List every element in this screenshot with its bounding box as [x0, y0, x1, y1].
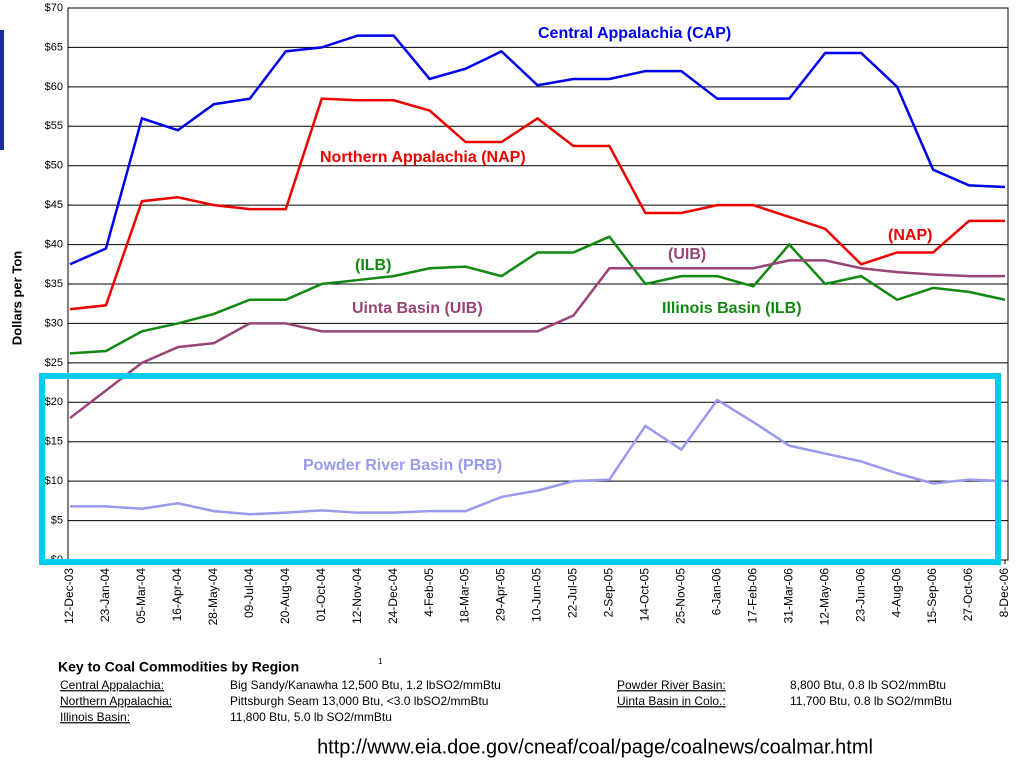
y-tick-label: $35 — [45, 278, 63, 290]
key-title: Key to Coal Commodities by Region — [58, 659, 299, 675]
y-tick-label: $15 — [45, 436, 63, 448]
x-tick-label: 10-Jun-05 — [530, 568, 544, 622]
x-tick-label: 22-Jul-05 — [566, 568, 580, 618]
y-tick-label: $70 — [45, 2, 63, 14]
key-name: Central Appalachia: — [60, 678, 164, 692]
x-tick-label: 18-Mar-05 — [458, 568, 472, 624]
x-tick-label: 05-Mar-04 — [134, 568, 148, 624]
x-tick-label: 12-Nov-04 — [350, 568, 364, 624]
series-line — [70, 398, 1006, 516]
key-name: Northern Appalachia: — [60, 694, 172, 708]
x-tick-label: 8-Dec-06 — [997, 568, 1011, 618]
series-line — [69, 34, 1006, 266]
y-tick-label: $10 — [45, 475, 63, 487]
series-label: Illinois Basin (ILB) — [662, 300, 802, 317]
x-tick-label: 4-Aug-06 — [889, 568, 903, 618]
annotation: (UIB) — [668, 246, 706, 263]
key-spec: 11,700 Btu, 0.8 lb SO2/mmBtu — [790, 694, 952, 708]
key-name: Powder River Basin: — [617, 678, 726, 692]
y-axis-label: Dollars per Ton — [9, 251, 24, 345]
y-tick-label: $5 — [51, 514, 63, 526]
series-label: Uinta Basin (UIB) — [352, 300, 483, 317]
y-tick-label: $30 — [45, 317, 63, 329]
y-tick-label: $40 — [45, 238, 63, 250]
x-tick-label: 6-Jan-06 — [709, 568, 723, 616]
x-tick-label: 01-Oct-04 — [314, 568, 328, 622]
key-spec: Pittsburgh Seam 13,000 Btu, <3.0 lbSO2/m… — [230, 694, 488, 708]
key-spec: 11,800 Btu, 5.0 lb SO2/mmBtu — [230, 710, 392, 724]
y-tick-label: $25 — [45, 357, 63, 369]
series-label: Central Appalachia (CAP) — [538, 25, 731, 42]
x-tick-label: 2-Sep-05 — [602, 568, 616, 618]
y-tick-label: $55 — [45, 120, 63, 132]
series-label: Northern Appalachia (NAP) — [320, 149, 526, 166]
y-tick-label: $65 — [45, 41, 63, 53]
side-bar — [0, 30, 4, 150]
x-tick-label: 28-May-04 — [206, 568, 220, 626]
x-tick-label: 4-Feb-05 — [422, 568, 436, 617]
x-tick-label: 31-Mar-06 — [781, 568, 795, 624]
x-tick-label: 17-Feb-06 — [745, 568, 759, 624]
y-tick-label: $45 — [45, 199, 63, 211]
annotation: (ILB) — [355, 257, 391, 274]
key-name: Illinois Basin: — [60, 710, 130, 724]
x-tick-label: 29-Apr-05 — [494, 568, 508, 622]
source-url: http://www.eia.doe.gov/cneaf/coal/page/c… — [317, 736, 873, 758]
x-tick-label: 20-Aug-04 — [278, 568, 292, 624]
x-tick-label: 27-Oct-06 — [961, 568, 975, 622]
annotation: (NAP) — [888, 227, 932, 244]
x-tick-label: 09-Jul-04 — [242, 568, 256, 618]
x-tick-label: 23-Jan-04 — [98, 568, 112, 622]
key-note: 1 — [378, 657, 383, 666]
y-tick-label: $50 — [45, 160, 63, 172]
x-tick-label: 24-Dec-04 — [386, 568, 400, 624]
x-tick-label: 25-Nov-05 — [674, 568, 688, 624]
x-tick-label: 23-Jun-06 — [853, 568, 867, 622]
x-tick-label: 16-Apr-04 — [170, 568, 184, 622]
series-line — [69, 97, 1005, 311]
series-line — [69, 235, 1006, 355]
key-spec: Big Sandy/Kanawha 12,500 Btu, 1.2 lbSO2/… — [230, 678, 501, 692]
series-line — [69, 259, 1005, 420]
series-label: Powder River Basin (PRB) — [303, 457, 502, 474]
x-tick-label: 14-Oct-05 — [638, 568, 652, 622]
y-tick-label: $20 — [45, 396, 63, 408]
key-spec: 8,800 Btu, 0.8 lb SO2/mmBtu — [790, 678, 946, 692]
x-tick-label: 12-Dec-03 — [62, 568, 76, 624]
key-name: Uinta Basin in Colo.: — [617, 694, 726, 708]
y-tick-label: $60 — [45, 81, 63, 93]
highlight-box — [39, 373, 1001, 565]
x-tick-label: 12-May-06 — [817, 568, 831, 626]
x-tick-label: 15-Sep-06 — [925, 568, 939, 624]
